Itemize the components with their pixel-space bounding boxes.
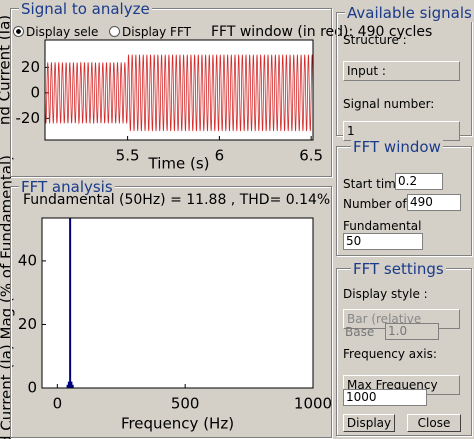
max-frequency-field[interactable]: 1000 <box>343 389 427 406</box>
y-tick-label: 20 <box>21 58 40 76</box>
frequency-axis-dropdown[interactable]: Max Frequency <box>343 375 460 395</box>
bar <box>71 384 74 388</box>
bar <box>69 218 72 388</box>
cycles-label: Number of <box>343 197 407 211</box>
fft-summary: Fundamental (50Hz) = 11.88 , THD= 0.14% <box>23 192 331 208</box>
x-tick-label: 6.5 <box>299 147 323 165</box>
display-button[interactable]: Display <box>343 414 395 432</box>
structure-label: Structure : <box>343 33 407 47</box>
radio-label: Display FFT <box>122 25 191 39</box>
x-axis-label: Time (s) <box>148 155 210 173</box>
series <box>66 218 74 388</box>
y-axis-label: d Current (Ia) Mag (% of Fundamental) <box>0 155 16 439</box>
close-button[interactable]: Close <box>407 414 461 432</box>
signals-panel: Available signals Structure : Input : Si… <box>336 4 474 141</box>
signal-segment <box>45 61 128 125</box>
series <box>45 54 313 132</box>
start-time-label: Start time <box>343 177 404 191</box>
input-dropdown[interactable]: Input : <box>343 61 460 81</box>
axes-frame <box>41 217 314 389</box>
panel-title: Signal to analyze <box>19 0 152 18</box>
base-label: Base <box>345 325 375 339</box>
x-axis-label: Frequency (Hz) <box>121 415 234 433</box>
panel-title: FFT window <box>351 138 443 156</box>
x-tick-label: 6 <box>215 147 225 165</box>
fundamental-label: Fundamental <box>343 219 422 233</box>
x-tick-label: 500 <box>171 395 200 413</box>
y-tick-label: 0 <box>30 83 40 101</box>
radio-selected[interactable]: Display sele <box>13 25 98 39</box>
y-tick-label: 20 <box>18 315 37 333</box>
fundamental-field[interactable]: 50 <box>343 233 423 250</box>
y-tick-label: 0 <box>27 379 37 397</box>
frequency-axis-label: Frequency axis: <box>343 347 437 361</box>
panel-title: FFT analysis <box>19 178 115 196</box>
axes-frame <box>44 39 314 141</box>
signal-segment <box>127 54 313 132</box>
start-time-field[interactable]: 0.2 <box>395 173 443 190</box>
y-tick-label: 40 <box>18 251 37 269</box>
cycles-field[interactable]: 490 <box>407 194 461 211</box>
signal-panel: Signal to analyze Display sele Display F… <box>10 0 432 177</box>
plot-area <box>42 218 313 388</box>
display-style-label: Display style : <box>343 287 428 301</box>
settings-panel: FFT settings Display style : Bar (relati… <box>336 260 472 436</box>
window-text: FFT window (in red): 490 cycles <box>211 24 433 40</box>
signal-number-label: Signal number: <box>343 97 435 111</box>
panel-title: Available signals <box>345 4 474 22</box>
bar <box>66 384 69 388</box>
radio-label: Display sele <box>26 25 99 39</box>
base-field[interactable]: 1.0 <box>385 323 439 340</box>
x-tick-label: 1000 <box>294 395 332 413</box>
fft-panel: FFT analysis Fundamental (50Hz) = 11.88 … <box>10 178 332 438</box>
window-panel: FFT window Start time 0.2 Number of 490 … <box>336 138 472 256</box>
radio-fft[interactable]: Display FFT <box>109 25 191 39</box>
y-tick-label: -20 <box>16 109 41 127</box>
x-tick-label: 5.5 <box>116 147 140 165</box>
bar <box>67 381 70 388</box>
bar <box>70 381 73 388</box>
x-tick-label: 0 <box>53 395 63 413</box>
panel-title: FFT settings <box>351 260 446 278</box>
